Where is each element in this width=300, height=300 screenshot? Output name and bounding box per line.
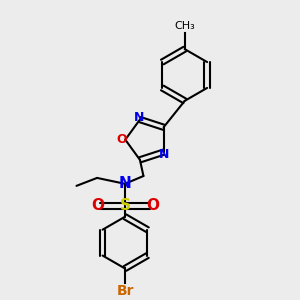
Text: S: S <box>119 198 130 213</box>
Text: CH₃: CH₃ <box>174 22 195 32</box>
Text: N: N <box>118 176 131 191</box>
Text: N: N <box>159 148 170 161</box>
Text: N: N <box>134 111 144 124</box>
Text: O: O <box>146 198 159 213</box>
Text: Br: Br <box>116 284 134 298</box>
Text: O: O <box>91 198 104 213</box>
Text: O: O <box>116 133 127 146</box>
